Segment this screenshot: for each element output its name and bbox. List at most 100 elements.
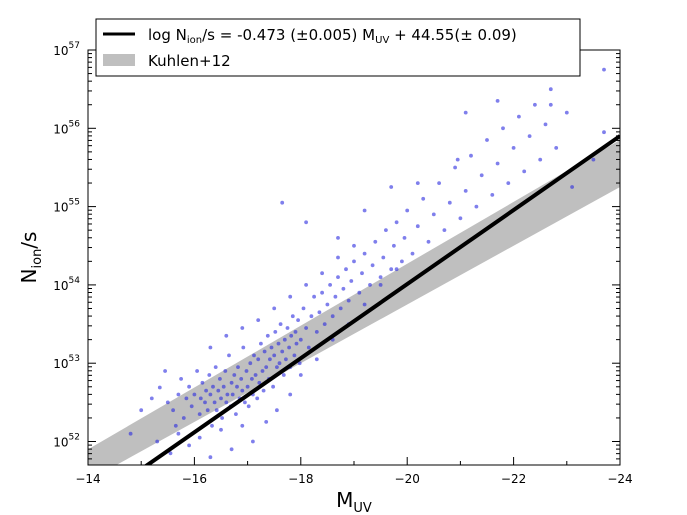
scatter-point bbox=[447, 200, 452, 205]
kuhlen-band bbox=[88, 140, 620, 465]
scatter-point bbox=[275, 365, 279, 369]
scatter-point bbox=[490, 193, 495, 197]
scatter-point bbox=[256, 318, 261, 322]
scatter-point bbox=[256, 357, 261, 362]
x-tick-label: −18 bbox=[288, 472, 313, 486]
scatter-point bbox=[548, 102, 553, 107]
scatter-point bbox=[511, 146, 516, 150]
scatter-point bbox=[230, 392, 235, 397]
scatter-point bbox=[362, 208, 367, 213]
scatter-point bbox=[187, 384, 192, 389]
scatter-point bbox=[277, 361, 282, 366]
scatter-point bbox=[224, 333, 229, 338]
scatter-point bbox=[320, 271, 324, 276]
scatter-point bbox=[426, 239, 431, 244]
x-axis-label-sub: UV bbox=[353, 501, 372, 515]
scatter-point bbox=[442, 228, 447, 233]
y-tick-base: 10 bbox=[53, 201, 68, 215]
scatter-point bbox=[236, 365, 240, 369]
scatter-point bbox=[264, 420, 269, 424]
scatter-point bbox=[229, 380, 234, 385]
scatter-point bbox=[333, 294, 338, 299]
scatter-point bbox=[239, 377, 244, 381]
scatter-point bbox=[227, 353, 231, 358]
scatter-point bbox=[243, 400, 247, 405]
scatter-point bbox=[402, 236, 407, 240]
scatter-point bbox=[250, 377, 254, 381]
scatter-point bbox=[251, 439, 255, 444]
scatter-point bbox=[171, 408, 176, 413]
scatter-point bbox=[285, 326, 290, 330]
legend-box bbox=[95, 18, 581, 77]
x-tick-label: −22 bbox=[501, 472, 526, 486]
scatter-point bbox=[224, 400, 229, 405]
scatter-point bbox=[548, 87, 553, 92]
y-tick-label: 1057 bbox=[53, 41, 80, 58]
scatter-point bbox=[389, 267, 394, 272]
axis-labels: MUV Nion/s bbox=[17, 232, 372, 515]
scatter-point bbox=[157, 385, 162, 390]
scatter-point bbox=[341, 286, 346, 291]
y-tick-base: 10 bbox=[53, 357, 68, 371]
scatter-point bbox=[280, 200, 285, 205]
scatter-point bbox=[252, 353, 256, 358]
scatter-point bbox=[197, 412, 202, 416]
legend-band-label: Kuhlen+12 bbox=[148, 52, 231, 70]
scatter-point bbox=[453, 165, 457, 170]
scatter-point bbox=[392, 243, 396, 248]
scatter-point bbox=[368, 283, 372, 287]
scatter-point bbox=[378, 275, 383, 279]
scatter-point bbox=[495, 161, 500, 166]
scatter-point bbox=[304, 220, 308, 225]
scatter-point bbox=[554, 146, 559, 150]
scatter-point bbox=[273, 330, 278, 334]
legend-band-swatch bbox=[103, 54, 135, 66]
scatter-point bbox=[220, 416, 225, 420]
y-tick-base: 10 bbox=[53, 44, 68, 58]
scatter-point bbox=[168, 451, 173, 456]
scatter-point bbox=[298, 337, 303, 342]
scatter-point bbox=[288, 294, 293, 299]
x-tick-label: −24 bbox=[607, 472, 632, 486]
scatter-point bbox=[176, 431, 181, 436]
legend: log Nion/s = -0.473 (±0.005) MUV + 44.55… bbox=[95, 18, 581, 77]
scatter-point bbox=[290, 314, 295, 319]
scatter-point bbox=[317, 310, 322, 315]
scatter-point bbox=[362, 302, 367, 307]
scatter-point bbox=[261, 388, 266, 393]
y-tick-exponent: 56 bbox=[69, 119, 81, 129]
scatter-point bbox=[281, 373, 286, 377]
y-tick-exponent: 53 bbox=[69, 354, 80, 364]
scatter-point bbox=[336, 255, 340, 260]
scatter-point bbox=[336, 275, 340, 279]
y-tick-label: 1053 bbox=[53, 354, 80, 371]
scatter-point bbox=[297, 361, 302, 366]
scatter-point bbox=[207, 373, 212, 377]
scatter-point bbox=[570, 185, 574, 189]
plot-content bbox=[88, 67, 620, 465]
scatter-point bbox=[479, 173, 484, 178]
scatter-point bbox=[296, 318, 300, 322]
y-axis-label-suffix: /s bbox=[17, 232, 41, 249]
scatter-point bbox=[362, 251, 367, 256]
scatter-point bbox=[195, 369, 200, 373]
scatter-point bbox=[527, 134, 532, 139]
scatter-point bbox=[173, 423, 178, 428]
scatter-point bbox=[219, 396, 223, 401]
scatter-point bbox=[304, 283, 308, 287]
scatter-point bbox=[253, 373, 258, 377]
scatter-point bbox=[219, 427, 223, 432]
scatter-point bbox=[211, 384, 215, 389]
scatter-point bbox=[204, 388, 209, 393]
scatter-point bbox=[322, 322, 327, 326]
scatter-point bbox=[189, 404, 194, 409]
y-tick-base: 10 bbox=[53, 122, 68, 136]
scatter-point bbox=[384, 228, 388, 233]
scatter-point bbox=[330, 314, 335, 319]
scatter-point bbox=[257, 380, 262, 385]
scatter-point bbox=[506, 181, 511, 186]
scatter-point bbox=[338, 306, 343, 311]
x-tick-label: −16 bbox=[182, 472, 207, 486]
legend-fit-part: log N bbox=[148, 26, 187, 44]
scatter-point bbox=[255, 396, 260, 401]
